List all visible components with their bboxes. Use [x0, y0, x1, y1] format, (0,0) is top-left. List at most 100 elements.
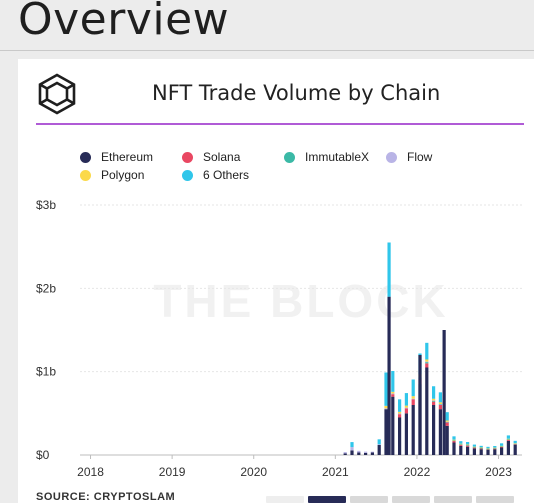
bar-segment-6-others: [486, 446, 490, 449]
bar-segment-solana: [411, 399, 415, 405]
legend-item-6-others[interactable]: 6 Others: [182, 168, 249, 182]
bar-segment-6-others: [513, 440, 517, 444]
x-tick-label: 2022: [404, 465, 431, 479]
bar-segment-polygon: [459, 443, 463, 445]
bar-segment-polygon: [452, 439, 456, 441]
bar-segment-polygon: [384, 405, 388, 409]
bar-segment-immutablex: [500, 446, 504, 447]
bar-segment-polygon: [432, 398, 436, 401]
range-button[interactable]: [392, 496, 430, 503]
bar-segment-polygon: [479, 447, 483, 449]
legend-item-immutablex[interactable]: ImmutableX: [284, 150, 369, 164]
bar-segment-ethereum: [452, 442, 456, 455]
range-button[interactable]: [434, 496, 472, 503]
bar-segment-ethereum: [384, 409, 388, 455]
bar-segment-immutablex: [459, 444, 463, 445]
bar-segment-immutablex: [438, 404, 442, 405]
legend-label: Ethereum: [101, 150, 154, 164]
bar-segment-6-others: [472, 444, 476, 447]
bar-segment-immutablex: [466, 445, 470, 446]
page-title: Overview: [18, 0, 230, 45]
bar-segment-flow: [432, 400, 436, 402]
bar-segment-6-others: [425, 342, 429, 360]
bar-segment-polygon: [493, 447, 497, 449]
range-button[interactable]: [476, 496, 514, 503]
bar-segment-6-others: [500, 443, 504, 446]
bar-segment-solana: [404, 408, 408, 414]
bar-segment-immutablex: [513, 443, 517, 445]
legend-item-flow[interactable]: Flow: [386, 150, 432, 164]
x-tick-label: 2023: [485, 465, 512, 479]
range-button[interactable]: [350, 496, 388, 503]
bar-segment-solana: [445, 422, 449, 426]
bar-segment-solana: [398, 414, 402, 418]
bar-segment-6-others: [384, 372, 388, 406]
the-block-logo-icon: [38, 73, 76, 115]
bar-segment-ethereum: [513, 445, 517, 455]
bar-segment-solana: [432, 401, 436, 405]
bar-segment-6-others: [445, 412, 449, 421]
y-tick-label: $2b: [36, 281, 56, 295]
bar-segment-6-others: [479, 445, 483, 448]
x-tick-label: 2018: [77, 465, 104, 479]
bar-segment-polygon: [472, 446, 476, 448]
range-button[interactable]: [266, 496, 304, 503]
y-tick-label: $3b: [36, 198, 56, 212]
bar-segment-ethereum: [466, 446, 470, 455]
legend-item-polygon[interactable]: Polygon: [80, 168, 144, 182]
legend-swatch-solana: [182, 151, 193, 163]
watermark-text: THE BLOCK: [153, 275, 448, 327]
bar-segment-ethereum: [445, 425, 449, 455]
bar-segment-flow: [370, 451, 374, 453]
bar-segment-polygon: [411, 396, 415, 399]
bar-segment-solana: [479, 448, 483, 450]
legend-item-ethereum[interactable]: Ethereum: [80, 150, 153, 164]
bar-segment-flow: [425, 361, 429, 363]
chart-title: NFT Trade Volume by Chain: [152, 81, 441, 105]
bar-segment-immutablex: [452, 440, 456, 442]
bar-segment-solana: [459, 444, 463, 446]
bar-segment-solana: [391, 394, 395, 397]
bar-segment-flow: [411, 398, 415, 400]
bar-segment-flow: [398, 413, 402, 415]
title-divider: [0, 50, 534, 51]
bar-segment-solana: [506, 439, 510, 441]
bar-segment-flow: [364, 451, 368, 453]
bar-segment-solana: [452, 440, 456, 443]
bar-segment-ethereum: [357, 452, 361, 455]
bar-segment-ethereum: [370, 452, 374, 455]
bar-segment-flow: [384, 408, 388, 410]
legend-swatch-flow: [386, 151, 397, 163]
bar-segment-flow: [391, 393, 395, 395]
bar-segment-immutablex: [506, 439, 510, 441]
bar-segment-6-others: [466, 442, 470, 445]
bar-segment-immutablex: [432, 400, 436, 402]
bar-segment-6-others: [506, 435, 510, 439]
bar-segment-ethereum: [404, 413, 408, 455]
range-button[interactable]: [308, 496, 346, 503]
bar-segment-polygon: [425, 359, 429, 362]
bar-segment-6-others: [459, 441, 463, 444]
bar-segment-solana: [425, 363, 429, 368]
legend-item-solana[interactable]: Solana: [182, 150, 240, 164]
x-tick-label: 2020: [240, 465, 267, 479]
bar-segment-polygon: [404, 405, 408, 408]
bar-segment-polygon: [445, 420, 449, 422]
bar-segment-ethereum: [418, 355, 422, 455]
bar-segment-solana: [500, 446, 504, 448]
bar-segment-ethereum: [438, 409, 442, 455]
bar-segment-ethereum: [391, 396, 395, 455]
bar-segment-polygon: [391, 391, 395, 394]
chart-plot: THE BLOCK $0 $1b $2b $3b 2018 2019 2020 2021 2022…: [36, 198, 522, 479]
accent-divider: [36, 123, 524, 125]
bar-segment-ethereum: [387, 296, 391, 455]
x-tick-label: 2021: [322, 465, 349, 479]
bar-segment-6-others: [387, 242, 391, 297]
bar-segment-6-others: [404, 393, 408, 406]
bar-segment-solana: [513, 444, 517, 445]
bar-segment-flow: [445, 421, 449, 423]
source-note: SOURCE: CRYPTOSLAM: [36, 491, 176, 503]
bar-segment-ethereum: [377, 445, 381, 455]
bar-segment-ethereum: [472, 448, 476, 455]
bar-segment-flow: [377, 444, 381, 445]
